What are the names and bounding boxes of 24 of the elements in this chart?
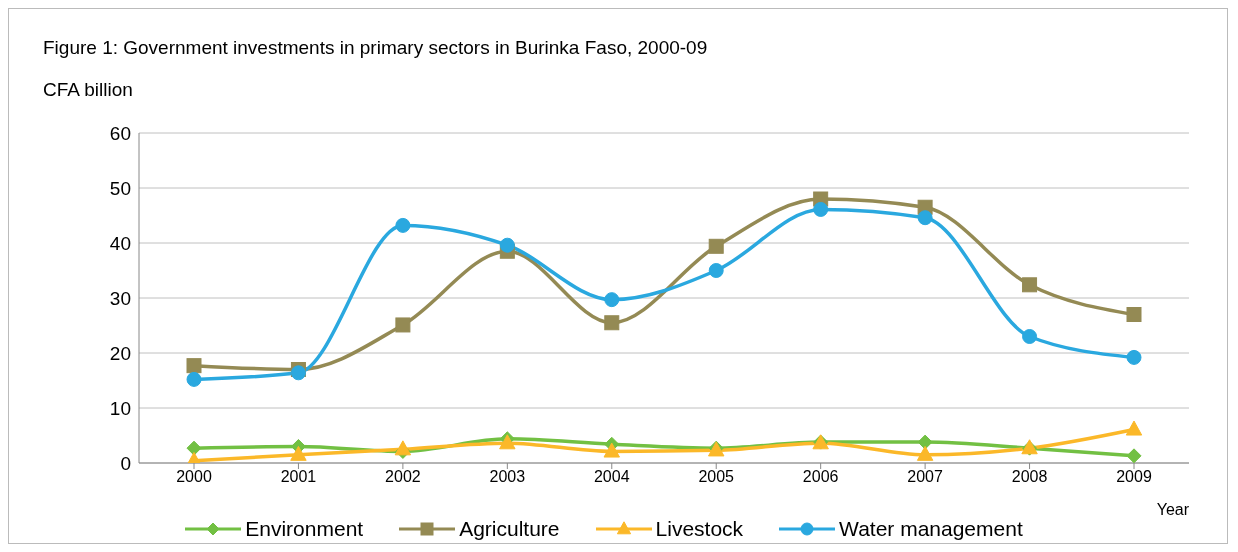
x-tick-label: 2001 bbox=[280, 468, 317, 486]
y-tick-label: 40 bbox=[109, 232, 131, 254]
x-tick-label: 2006 bbox=[802, 468, 839, 486]
x-tick-label: 2008 bbox=[1011, 468, 1048, 486]
legend-label: Agriculture bbox=[459, 517, 560, 541]
chart-title: Figure 1: Government investments in primary sectors in Burinka Faso, 2000-09 bbox=[43, 37, 708, 59]
x-tick-label: 2009 bbox=[1116, 468, 1152, 486]
x-axis-title: Year bbox=[1156, 501, 1190, 518]
legend-label: Water management bbox=[839, 517, 1023, 541]
y-axis-title: CFA billion bbox=[43, 79, 133, 101]
x-tick-label: 2004 bbox=[593, 468, 630, 486]
x-tick-label: 2003 bbox=[489, 468, 526, 486]
x-tick-label: 2002 bbox=[385, 468, 421, 486]
legend-label: Environment bbox=[245, 517, 364, 541]
x-tick-label: 2005 bbox=[698, 468, 735, 486]
y-tick-label: 50 bbox=[109, 177, 131, 199]
legend-label: Livestock bbox=[655, 517, 744, 541]
x-tick-label: 2007 bbox=[907, 468, 944, 486]
y-tick-label: 60 bbox=[109, 122, 131, 144]
x-tick-label: 2000 bbox=[176, 468, 212, 486]
y-tick-label: 20 bbox=[109, 342, 131, 364]
y-tick-label: 10 bbox=[109, 397, 131, 419]
y-tick-label: 30 bbox=[109, 287, 131, 309]
y-tick-label: 0 bbox=[120, 452, 131, 474]
